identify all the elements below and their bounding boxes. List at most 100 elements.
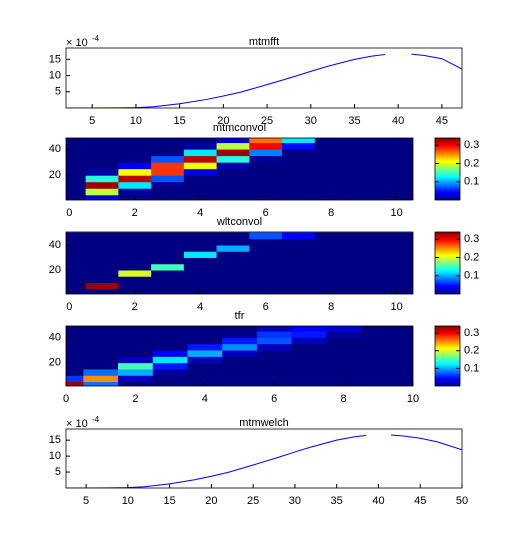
heatmap-cell [66, 162, 87, 170]
heatmap-cell [151, 251, 185, 258]
colorbar-tick-label: 0.2 [464, 345, 479, 357]
x-tick-label: 10 [391, 207, 403, 219]
heatmap-cell [118, 276, 152, 283]
heatmap-cell [151, 282, 185, 290]
x-tick-label: 6 [271, 393, 277, 405]
heatmap-cell [314, 251, 349, 258]
heatmap-cell [282, 276, 316, 283]
heatmap-cell [347, 288, 381, 294]
heatmap-cell [222, 343, 258, 351]
heatmap-cell [380, 162, 413, 170]
heatmap-cell [85, 238, 119, 246]
x-tick-label: 4 [202, 393, 208, 405]
heatmap-cell [66, 331, 84, 338]
heatmap-cell [187, 368, 223, 376]
colorbar-tick-label: 0.3 [464, 233, 479, 245]
heatmap-cell [187, 326, 223, 332]
heatmap-cell [216, 175, 250, 183]
x-tick-label: 10 [122, 495, 134, 507]
heatmap-cell [326, 362, 362, 370]
heatmap-cell [152, 375, 188, 383]
heatmap-cell [66, 175, 87, 183]
heatmap-cell [256, 337, 293, 345]
heatmap-cell [151, 238, 185, 246]
heatmap-cell [222, 337, 258, 345]
heatmap-cell [151, 270, 185, 277]
heatmap-cell [118, 263, 152, 271]
heatmap-cell [360, 331, 397, 338]
heatmap-cell [187, 343, 223, 351]
heatmap-cell [85, 270, 119, 277]
heatmap-cell [183, 232, 218, 240]
y-tick-label: 10 [49, 69, 61, 81]
heatmap-cell [151, 138, 185, 144]
heatmap-cell [380, 238, 413, 246]
heatmap-cell [314, 245, 349, 252]
x-tick-label: 8 [328, 207, 334, 219]
heatmap-cell [152, 326, 188, 332]
heatmap-cell [152, 337, 188, 345]
y-tick-label: 20 [49, 264, 61, 276]
y-scale-label: × 10 [66, 37, 88, 49]
heatmap-cell [83, 362, 119, 370]
heatmap-cell [222, 362, 258, 370]
heatmap-cell [66, 362, 84, 370]
heatmap-cell [249, 232, 283, 240]
heatmap-cell [85, 138, 119, 144]
heatmap-cell [249, 175, 283, 183]
heatmap-cell [183, 168, 218, 176]
heatmap-cell [360, 356, 397, 364]
heatmap-cell [347, 232, 381, 240]
y-tick-label: 40 [49, 331, 61, 343]
heatmap-cell [347, 194, 381, 200]
heatmap-cell [183, 276, 218, 283]
plot-area [66, 138, 413, 200]
heatmap-cell [222, 331, 258, 338]
heatmap-cell [395, 326, 413, 332]
heatmap-cell [151, 257, 185, 265]
heatmap-cell [326, 331, 362, 338]
heatmap-cell [85, 251, 119, 258]
x-tick-label: 4 [197, 301, 203, 313]
heatmap-cell [314, 232, 349, 240]
heatmap-cell [291, 331, 327, 338]
x-tick-label: 25 [261, 115, 273, 127]
heatmap-cell [347, 270, 381, 277]
heatmap-cell [187, 375, 223, 383]
heatmap-cell [222, 381, 258, 386]
heatmap-cell [347, 263, 381, 271]
heatmap-cell [222, 375, 258, 383]
heatmap-cell [152, 362, 188, 370]
heatmap-cell [282, 238, 316, 246]
heatmap-cell [85, 232, 119, 240]
x-tick-label: 0 [66, 207, 72, 219]
heatmap-cell [282, 168, 316, 176]
heatmap-cell [314, 162, 349, 170]
heatmap-cell [118, 362, 154, 370]
heatmap-cell [83, 343, 119, 351]
axes-box [65, 137, 414, 201]
heatmap-cell [66, 276, 87, 283]
heatmap-cell [83, 356, 119, 364]
heatmap-cell [326, 337, 362, 345]
heatmap-cell [314, 238, 349, 246]
heatmap-cell [347, 155, 381, 163]
heatmap-cell [152, 343, 188, 351]
heatmap-cell [187, 356, 223, 364]
heatmap-cell [347, 162, 381, 170]
heatmap-cell [380, 155, 413, 163]
heatmap-cell [85, 175, 119, 183]
heatmap-cell [256, 368, 293, 376]
heatmap-cell [249, 251, 283, 258]
heatmap-cell [282, 263, 316, 271]
colorbar-tick-label: 0.1 [464, 362, 479, 374]
heatmap-cell [256, 375, 293, 383]
heatmap-cell [152, 368, 188, 376]
heatmap-cell [152, 381, 188, 386]
y-tick-label: 20 [49, 169, 61, 181]
heatmap-cell [85, 188, 119, 196]
heatmap-cell [380, 232, 413, 240]
heatmap-cell [326, 343, 362, 351]
heatmap-cell [314, 257, 349, 265]
plot-area [66, 326, 413, 386]
